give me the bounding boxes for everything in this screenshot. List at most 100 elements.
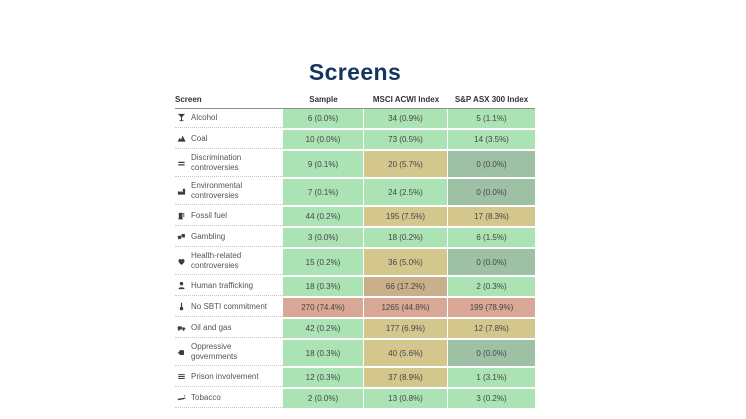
sample-cell: 270 (74.4%): [283, 298, 364, 317]
msci-acwi-cell: 177 (6.9%): [364, 319, 448, 338]
screens-table: Screen Sample MSCI ACWI Index S&P ASX 30…: [175, 95, 535, 410]
column-header-msci-acwi-index: MSCI ACWI Index: [372, 95, 440, 104]
table-row: Coal 10 (0.0%) 73 (0.5%) 14 (3.5%): [175, 130, 535, 149]
sp-asx-300-cell: 0 (0.0%): [448, 340, 535, 366]
column-header-screen: Screen: [175, 95, 202, 104]
screen-label-cell: Oppressive governments: [175, 340, 283, 366]
prison-bars-icon: [177, 372, 188, 381]
msci-acwi-cell: 34 (0.9%): [364, 109, 448, 128]
sample-cell: 7 (0.1%): [283, 179, 364, 205]
screen-label: Alcohol: [191, 112, 218, 122]
msci-acwi-cell: 1265 (44.8%): [364, 298, 448, 317]
msci-acwi-cell: 36 (5.0%): [364, 249, 448, 275]
msci-acwi-cell: 195 (7.5%): [364, 207, 448, 226]
screen-label: Prison involvement: [191, 371, 259, 381]
table-row: Oppressive governments 18 (0.3%) 40 (5.6…: [175, 340, 535, 366]
sp-asx-300-cell: 3 (0.2%): [448, 389, 535, 408]
sp-asx-300-cell: 14 (3.5%): [448, 130, 535, 149]
human-trafficking-icon: [177, 281, 188, 290]
sample-cell: 15 (0.2%): [283, 249, 364, 275]
sample-cell: 2 (0.0%): [283, 389, 364, 408]
table-body: Alcohol 6 (0.0%) 34 (0.9%) 5 (1.1%) Coal…: [175, 109, 535, 408]
screen-label: Tobacco: [191, 392, 221, 402]
sp-asx-300-cell: 2 (0.3%): [448, 277, 535, 296]
msci-acwi-cell: 40 (5.6%): [364, 340, 448, 366]
screen-label: Oppressive governments: [191, 342, 238, 361]
screen-label-cell: Prison involvement: [175, 368, 283, 387]
sample-cell: 3 (0.0%): [283, 228, 364, 247]
screen-label-cell: Human trafficking: [175, 277, 283, 296]
msci-acwi-cell: 13 (0.8%): [364, 389, 448, 408]
alcohol-icon: [177, 113, 188, 122]
screen-label-cell: Oil and gas: [175, 319, 283, 338]
screen-label-cell: Alcohol: [175, 109, 283, 128]
screen-label: No SBTI commitment: [191, 301, 268, 311]
table-row: Tobacco 2 (0.0%) 13 (0.8%) 3 (0.2%): [175, 389, 535, 408]
screen-label: Gambling: [191, 231, 226, 241]
msci-acwi-cell: 18 (0.2%): [364, 228, 448, 247]
fist-icon: [177, 348, 188, 357]
page-title: Screens: [308, 59, 402, 86]
msci-acwi-cell: 66 (17.2%): [364, 277, 448, 296]
thermometer-icon: [177, 302, 188, 311]
sp-asx-300-cell: 6 (1.5%): [448, 228, 535, 247]
gambling-icon: [177, 232, 188, 241]
sample-cell: 18 (0.3%): [283, 340, 364, 366]
screen-label: Oil and gas: [191, 322, 232, 332]
screen-label: Fossil fuel: [191, 210, 228, 220]
sp-asx-300-cell: 1 (3.1%): [448, 368, 535, 387]
screen-label-cell: Discrimination controversies: [175, 151, 283, 177]
sp-asx-300-cell: 0 (0.0%): [448, 179, 535, 205]
environment-icon: [177, 187, 188, 196]
sample-cell: 42 (0.2%): [283, 319, 364, 338]
screen-label: Discrimination controversies: [191, 153, 242, 172]
screen-label: Environmental controversies: [191, 181, 243, 200]
screen-label: Health-related controversies: [191, 251, 242, 270]
sample-cell: 10 (0.0%): [283, 130, 364, 149]
screen-label-cell: Gambling: [175, 228, 283, 247]
sample-cell: 12 (0.3%): [283, 368, 364, 387]
table-row: Alcohol 6 (0.0%) 34 (0.9%) 5 (1.1%): [175, 109, 535, 128]
sample-cell: 44 (0.2%): [283, 207, 364, 226]
sample-cell: 18 (0.3%): [283, 277, 364, 296]
coal-icon: [177, 134, 188, 143]
screen-label-cell: No SBTI commitment: [175, 298, 283, 317]
sp-asx-300-cell: 12 (7.8%): [448, 319, 535, 338]
table-row: Gambling 3 (0.0%) 18 (0.2%) 6 (1.5%): [175, 228, 535, 247]
sp-asx-300-cell: 0 (0.0%): [448, 151, 535, 177]
screen-label-cell: Environmental controversies: [175, 179, 283, 205]
table-row: Prison involvement 12 (0.3%) 37 (8.9%) 1…: [175, 368, 535, 387]
sp-asx-300-cell: 5 (1.1%): [448, 109, 535, 128]
table-row: Environmental controversies 7 (0.1%) 24 …: [175, 179, 535, 205]
screen-label: Human trafficking: [191, 280, 254, 290]
table-header-row: Screen Sample MSCI ACWI Index S&P ASX 30…: [175, 95, 535, 109]
discrimination-icon: [177, 159, 188, 168]
table-row: Human trafficking 18 (0.3%) 66 (17.2%) 2…: [175, 277, 535, 296]
sp-asx-300-cell: 17 (8.3%): [448, 207, 535, 226]
table-row: Health-related controversies 15 (0.2%) 3…: [175, 249, 535, 275]
msci-acwi-cell: 20 (5.7%): [364, 151, 448, 177]
oil-gas-icon: [177, 323, 188, 332]
sample-cell: 9 (0.1%): [283, 151, 364, 177]
screen-label-cell: Coal: [175, 130, 283, 149]
screen-label: Coal: [191, 133, 208, 143]
table-row: Fossil fuel 44 (0.2%) 195 (7.5%) 17 (8.3…: [175, 207, 535, 226]
screen-label-cell: Fossil fuel: [175, 207, 283, 226]
screen-label-cell: Health-related controversies: [175, 249, 283, 275]
screen-label-cell: Tobacco: [175, 389, 283, 408]
column-header-sp-asx-300-index: S&P ASX 300 Index: [454, 95, 529, 104]
health-icon: [177, 257, 188, 266]
msci-acwi-cell: 73 (0.5%): [364, 130, 448, 149]
table-row: Discrimination controversies 9 (0.1%) 20…: [175, 151, 535, 177]
sample-cell: 6 (0.0%): [283, 109, 364, 128]
table-row: No SBTI commitment 270 (74.4%) 1265 (44.…: [175, 298, 535, 317]
msci-acwi-cell: 24 (2.5%): [364, 179, 448, 205]
column-header-sample: Sample: [309, 95, 338, 104]
cigarette-icon: [177, 393, 188, 402]
table-row: Oil and gas 42 (0.2%) 177 (6.9%) 12 (7.8…: [175, 319, 535, 338]
fossil-fuel-icon: [177, 211, 188, 220]
sp-asx-300-cell: 199 (78.9%): [448, 298, 535, 317]
sp-asx-300-cell: 0 (0.0%): [448, 249, 535, 275]
msci-acwi-cell: 37 (8.9%): [364, 368, 448, 387]
